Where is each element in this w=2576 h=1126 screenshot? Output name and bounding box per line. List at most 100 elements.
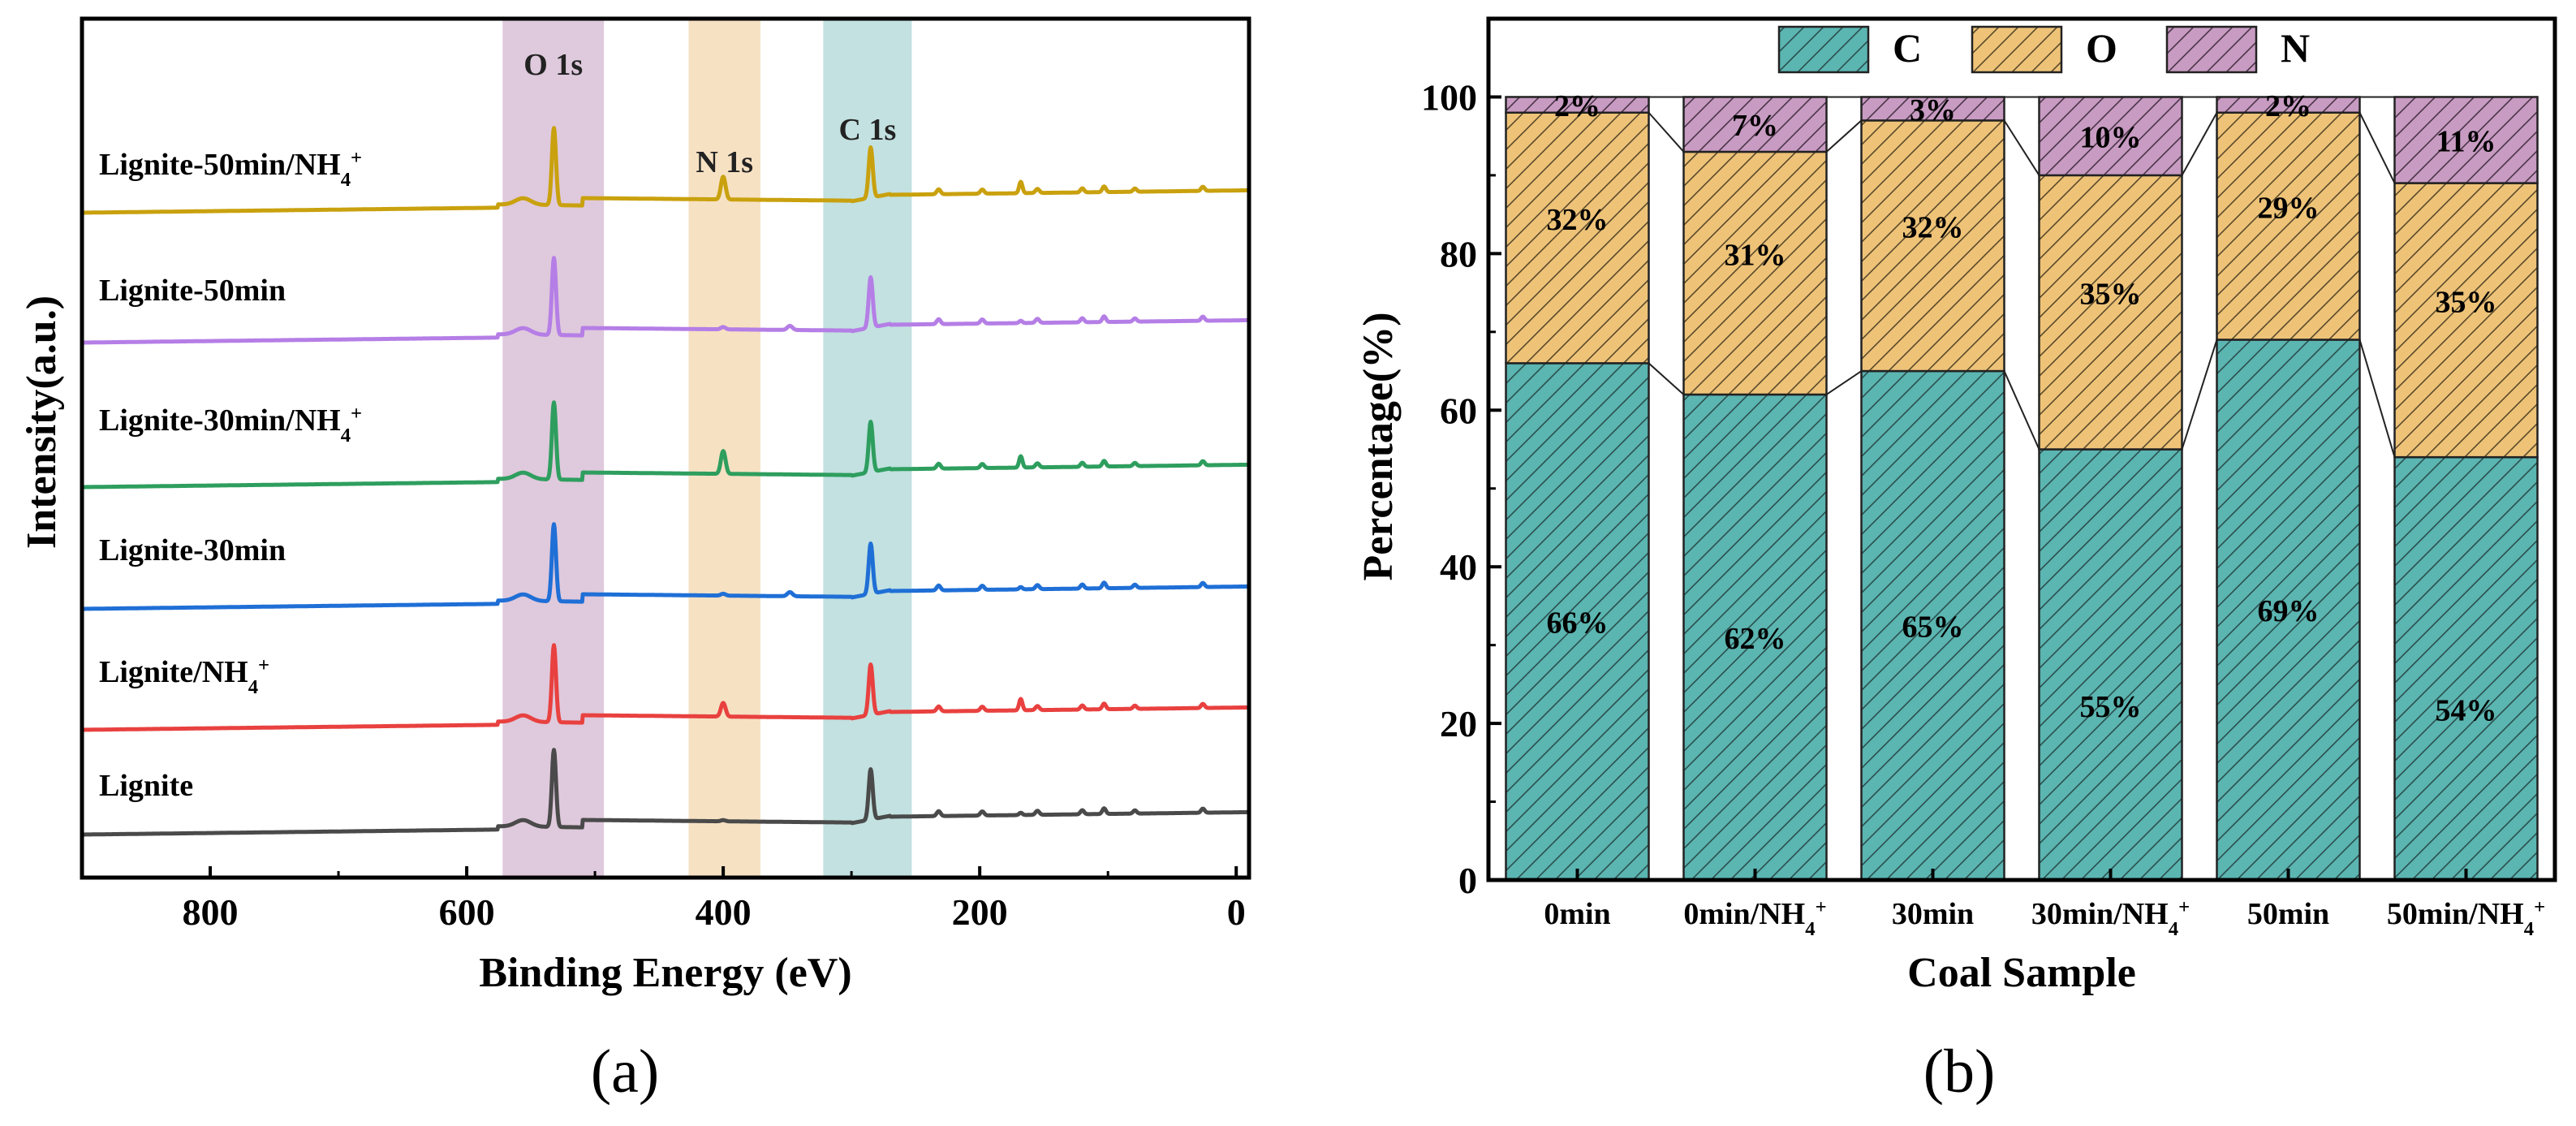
- legend-swatch-O: [1971, 25, 2063, 74]
- bar-label-N-3: 10%: [2080, 121, 2142, 155]
- bar-label-N-2: 3%: [1910, 93, 1956, 127]
- bar-label-C-3: 55%: [2080, 690, 2142, 724]
- bar-label-C-1: 62%: [1725, 622, 1786, 656]
- band-label-0: O 1s: [523, 48, 583, 82]
- bar-label-C-0: 66%: [1547, 606, 1609, 641]
- bar-C-3: [2038, 448, 2183, 882]
- series-label-1: Lignite/NH4+: [99, 654, 269, 698]
- connector-line: [1825, 370, 1863, 395]
- y-tick-label: 40: [1440, 546, 1477, 588]
- y-axis-ticks: 0 20 40 60 80 100: [1421, 76, 1501, 901]
- y-tick-label: 60: [1440, 390, 1477, 431]
- bar-label-O-0: 32%: [1547, 203, 1609, 237]
- legend-label-C: C: [1893, 25, 1922, 71]
- plot-frame-a: [80, 16, 1251, 880]
- band-label-1: N 1s: [696, 145, 753, 179]
- peak-bands: O 1s N 1s C 1s: [502, 19, 912, 878]
- x-axis-title-a: Binding Energy (eV): [479, 950, 851, 996]
- series-label-4: Lignite-50min: [99, 274, 286, 308]
- legend-label-N: N: [2281, 25, 2310, 71]
- connector-line: [2003, 370, 2040, 450]
- bar-C-0: [1505, 362, 1650, 882]
- bar-O-4: [2216, 111, 2361, 341]
- bar-label-O-2: 32%: [1902, 211, 1964, 245]
- bar-O-0: [1505, 111, 1650, 365]
- stacked-bars: [1505, 96, 2539, 882]
- x-tick-label: 200: [952, 891, 1008, 933]
- x-tick-label: 400: [696, 891, 752, 933]
- spectrum-line-4: [80, 256, 1251, 345]
- series-label-2: Lignite-30min: [99, 533, 286, 567]
- x-tick-label-5: 50min/NH4+: [2387, 896, 2545, 940]
- bar-label-N-0: 2%: [1554, 89, 1600, 123]
- connector-line: [2181, 112, 2218, 176]
- panel-a-xps-spectra: O 1s N 1s C 1s Lignite Lignite/NH4+ Lignite-…: [19, 16, 1251, 1106]
- x-tick-label-1: 0min/NH4+: [1683, 896, 1826, 940]
- y-tick-label: 80: [1440, 233, 1477, 274]
- connector-line: [2358, 339, 2396, 458]
- bar-label-O-1: 31%: [1725, 238, 1786, 272]
- spectrum-line-0: [80, 748, 1251, 837]
- series-label-0: Lignite: [99, 769, 193, 803]
- bar-N-1: [1682, 96, 1828, 153]
- band-1: [688, 19, 760, 878]
- bar-label-N-4: 2%: [2265, 89, 2311, 123]
- bar-label-N-1: 7%: [1732, 109, 1778, 143]
- x-axis-ticks: 800 600 400 200 0: [80, 866, 1246, 933]
- y-axis-title-a: Intensity(a.u.): [19, 296, 65, 549]
- bar-O-2: [1860, 119, 2005, 373]
- bar-label-C-2: 65%: [1902, 610, 1964, 645]
- spectrum-line-2: [80, 522, 1251, 611]
- series-labels: Lignite Lignite/NH4+ Lignite-30min Lignite-…: [99, 147, 362, 804]
- bar-N-2: [1860, 96, 2005, 122]
- x-tick-label: 0: [1227, 891, 1246, 933]
- connector-line: [2003, 119, 2040, 176]
- series-label-3: Lignite-30min/NH4+: [99, 403, 362, 447]
- legend-label-O: O: [2086, 25, 2117, 71]
- legend-swatch-C: [1777, 25, 1870, 74]
- bar-N-5: [2393, 96, 2539, 184]
- bar-label-N-5: 11%: [2436, 125, 2496, 159]
- bar-N-3: [2038, 96, 2183, 177]
- spectrum-line-3: [80, 400, 1251, 490]
- connector-line: [2358, 112, 2396, 183]
- band-label-2: C 1s: [839, 113, 897, 147]
- connector-line: [1648, 112, 1685, 153]
- bar-label-C-5: 54%: [2436, 694, 2497, 728]
- series-label-5: Lignite-50min/NH4+: [99, 147, 362, 191]
- y-tick-label: 0: [1458, 860, 1477, 901]
- panel-label-b: (b): [1923, 1038, 1996, 1106]
- x-tick-label-3: 30min/NH4+: [2031, 896, 2190, 940]
- bar-N-4: [2216, 96, 2361, 114]
- y-axis-title-b: Percentage(%): [1355, 312, 1402, 580]
- bar-label-O-4: 29%: [2258, 192, 2320, 226]
- bar-label-O-5: 35%: [2436, 285, 2497, 319]
- panel-b-stacked-bars: 66% 32% 2% 62% 31% 7% 65% 32% 3% 55% 35% 10% 69% 29% 2…: [1355, 16, 2557, 1106]
- panel-label-a: (a): [591, 1038, 659, 1106]
- x-tick-label-0: 0min: [1544, 897, 1610, 931]
- connector-line: [1825, 119, 1863, 153]
- spectrum-line-5: [80, 126, 1251, 215]
- legend-swatch-N: [2165, 25, 2258, 74]
- bar-O-1: [1682, 150, 1828, 396]
- y-tick-label: 20: [1440, 703, 1477, 744]
- bar-C-2: [1860, 369, 2005, 882]
- x-tick-label-2: 30min: [1892, 897, 1974, 931]
- bar-N-0: [1505, 96, 1650, 114]
- connector-line: [1648, 362, 1685, 395]
- bar-O-5: [2393, 182, 2539, 459]
- bar-O-3: [2038, 174, 2183, 451]
- bar-label-C-4: 69%: [2258, 594, 2320, 628]
- plot-frame-b: [1486, 16, 2557, 882]
- bar-C-5: [2393, 455, 2539, 882]
- bar-label-O-3: 35%: [2080, 278, 2142, 312]
- x-tick-label-4: 50min: [2247, 897, 2329, 931]
- bar-value-labels: 66% 32% 2% 62% 31% 7% 65% 32% 3% 55% 35% 10% 69% 29% 2…: [1547, 89, 2497, 727]
- x-tick-label: 600: [439, 891, 495, 933]
- y-tick-label: 100: [1421, 76, 1477, 118]
- bar-C-4: [2216, 339, 2361, 882]
- connector-line: [2181, 339, 2218, 450]
- bar-connectors: [1648, 96, 2396, 458]
